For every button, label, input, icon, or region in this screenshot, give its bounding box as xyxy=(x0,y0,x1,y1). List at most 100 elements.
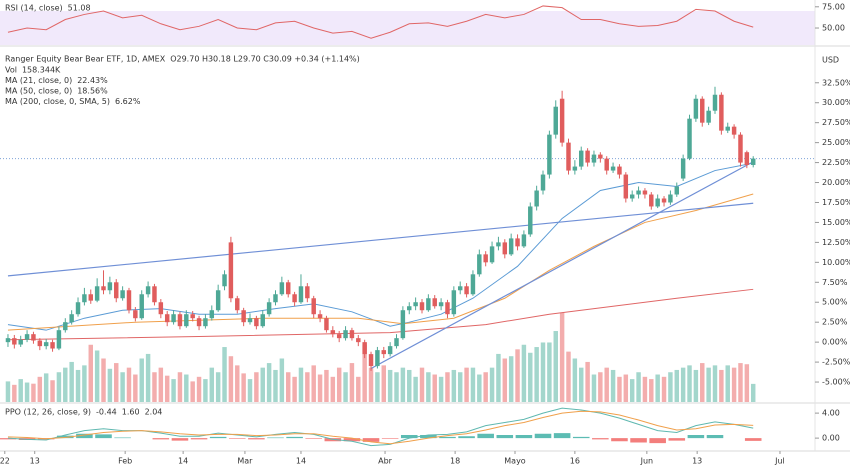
candle-body xyxy=(585,150,590,163)
volume-bar xyxy=(152,372,157,402)
volume-bar xyxy=(610,369,616,402)
volume-bar xyxy=(120,372,125,402)
candle-body xyxy=(196,318,202,327)
y-tick-label: 27.50% xyxy=(822,118,850,127)
candle-body xyxy=(655,198,660,207)
x-tick-label: Feb xyxy=(118,457,132,466)
y-tick-label: 75.00 xyxy=(822,2,845,11)
x-tick-label: 13 xyxy=(692,457,702,466)
volume-bar xyxy=(687,365,692,402)
candle-body xyxy=(598,154,603,159)
candle-body xyxy=(317,314,323,319)
volume-bar xyxy=(368,367,374,402)
candle-body xyxy=(629,194,635,199)
volume-bar xyxy=(37,376,43,402)
candle-body xyxy=(693,98,699,119)
candle-body xyxy=(508,238,514,255)
volume-bar xyxy=(540,342,546,402)
x-tick-label: Mayo xyxy=(504,457,526,466)
volume-bar xyxy=(133,374,138,402)
volume-bar xyxy=(190,381,195,402)
ppo-histogram-bar xyxy=(687,435,705,439)
volume-bar xyxy=(712,365,718,402)
candle-body xyxy=(407,306,412,311)
volume-bar xyxy=(636,372,641,402)
volume-bar xyxy=(292,376,297,402)
candle-body xyxy=(260,314,265,327)
volume-bar xyxy=(419,367,425,402)
candle-body xyxy=(700,98,705,123)
candle-body xyxy=(394,338,399,347)
y-tick-label: 0.00 xyxy=(822,434,840,443)
candle-body xyxy=(566,142,571,171)
volume-bar xyxy=(228,356,234,402)
volume-bar xyxy=(572,358,578,402)
candle-body xyxy=(426,298,431,311)
ppo-histogram-bar xyxy=(76,433,93,439)
volume-bar xyxy=(623,374,629,402)
volume-bar xyxy=(126,367,132,402)
candle-body xyxy=(419,302,425,311)
ppo-histogram-bar xyxy=(209,436,227,439)
candle-body xyxy=(457,286,463,291)
volume-bar xyxy=(438,376,444,402)
candle-body xyxy=(69,314,74,323)
ppo-histogram-bar xyxy=(286,436,303,439)
rsi-band xyxy=(0,11,815,45)
candle-body xyxy=(158,302,164,315)
ppo-histogram-bar xyxy=(248,438,265,440)
candle-body xyxy=(12,338,17,345)
volume-bar xyxy=(604,367,609,402)
ppo-histogram-bar xyxy=(553,433,571,439)
volume-bar xyxy=(158,367,164,402)
ohlc-values: O29.70 H30.18 L29.70 C30.09 +0.34 (+1.14… xyxy=(170,55,360,64)
volume-bar xyxy=(145,353,151,402)
y-tick-label: 0.00% xyxy=(822,338,848,347)
y-tick-label: 20.00% xyxy=(822,178,850,187)
volume-bar xyxy=(700,363,705,402)
y-tick-label: 22.50% xyxy=(822,158,850,167)
candle-body xyxy=(591,154,597,163)
volume-bar xyxy=(629,379,635,402)
ppo-histogram-bar xyxy=(592,438,609,440)
volume-bar xyxy=(464,367,469,402)
candle-body xyxy=(464,286,469,295)
candle-body xyxy=(368,354,374,367)
ppo-histogram-bar xyxy=(420,435,437,439)
volume-bar xyxy=(317,374,323,402)
volume-bar xyxy=(254,372,259,402)
candle-body xyxy=(254,318,259,327)
volume-bar xyxy=(674,369,680,402)
y-tick-label: 32.50% xyxy=(822,78,850,87)
volume-bar xyxy=(285,372,291,402)
volume-bar xyxy=(394,372,399,402)
ppo-histogram-bar xyxy=(400,435,418,439)
volume-bar xyxy=(719,369,724,402)
candle-body xyxy=(120,290,125,299)
volume-bar xyxy=(661,376,667,402)
rsi-line xyxy=(7,5,754,39)
y-tick-label: 2.50% xyxy=(822,318,848,327)
volume-bar xyxy=(94,350,100,402)
moving-average xyxy=(7,288,754,341)
ppo-histogram-bar xyxy=(305,438,322,439)
candle-body xyxy=(56,330,62,349)
ppo-histogram-bar xyxy=(668,438,686,441)
rsi-value: 51.08 xyxy=(68,4,91,13)
ppo-value: 1.60 xyxy=(122,408,140,417)
ppo-histogram-bar xyxy=(381,438,399,439)
volume-bar xyxy=(343,372,348,402)
candle-body xyxy=(438,302,444,307)
ppo-histogram-bar xyxy=(706,435,724,439)
trend-line xyxy=(7,202,754,277)
candle-body xyxy=(534,190,539,207)
volume-bar xyxy=(107,368,113,402)
ppo-histogram-bar xyxy=(362,438,380,442)
ppo-histogram-bar xyxy=(152,438,170,440)
volume-bar xyxy=(566,351,571,402)
candle-body xyxy=(649,194,654,207)
volume-bar xyxy=(18,379,23,402)
ppo-histogram-bar xyxy=(515,435,533,439)
chart-title: Ranger Equity Bear Bear ETF, 1D, AMEX xyxy=(5,55,166,64)
legend-label: MA (50, close, 0) xyxy=(5,87,72,96)
